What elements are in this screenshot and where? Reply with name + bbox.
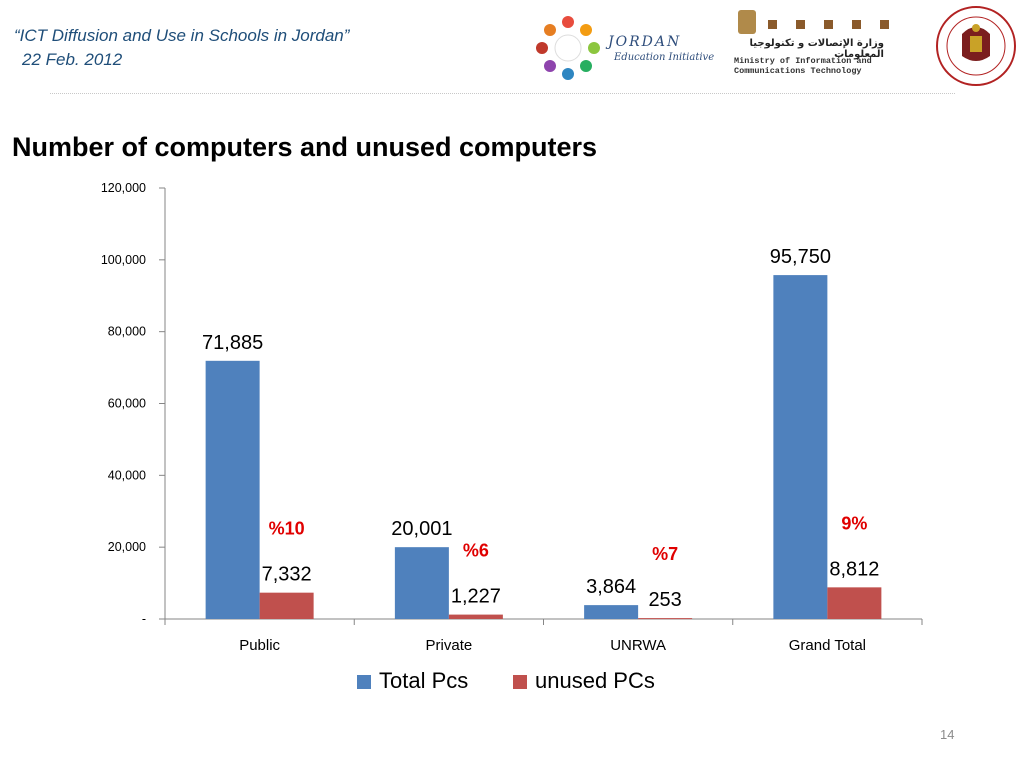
- data-label-unused: 253: [648, 589, 681, 611]
- presentation-date: 22 Feb. 2012: [22, 50, 123, 69]
- bar-unused-pcs: [638, 618, 693, 620]
- percent-label: 9%: [841, 513, 867, 533]
- bar-unused-pcs: [259, 592, 314, 619]
- bar-total-pcs: [205, 360, 260, 619]
- y-tick-label: 60,000: [108, 397, 146, 411]
- ministry-english-name: Ministry of Information and Communicatio…: [734, 56, 872, 76]
- y-tick-label: 80,000: [108, 325, 146, 339]
- y-tick-label: -: [142, 612, 146, 626]
- page-number: 14: [940, 727, 955, 742]
- x-category-label: Private: [426, 637, 473, 654]
- data-label-total: 95,750: [770, 246, 831, 268]
- y-tick-label: 100,000: [101, 253, 146, 267]
- legend-swatch-unused-pcs: [513, 675, 527, 689]
- data-label-unused: 1,227: [451, 586, 501, 608]
- bar-unused-pcs: [448, 614, 503, 619]
- jei-logo-subtitle: Education Initiative: [614, 52, 715, 63]
- x-category-label: Grand Total: [789, 637, 866, 654]
- legend-swatch-total-pcs: [357, 675, 371, 689]
- data-label-total: 20,001: [391, 518, 452, 540]
- x-category-label: Public: [239, 637, 280, 654]
- bar-total-pcs: [394, 547, 449, 619]
- data-label-total: 71,885: [202, 332, 263, 354]
- data-label-total: 3,864: [586, 576, 636, 598]
- ministry-of-education-emblem: [934, 4, 1018, 88]
- presentation-title-text: “ICT Diffusion and Use in Schools in Jor…: [14, 26, 350, 45]
- y-tick-label: 20,000: [108, 540, 146, 554]
- bar-unused-pcs: [827, 587, 882, 619]
- ministry-english-line-2: Communications Technology: [734, 66, 862, 76]
- header-divider: [50, 93, 955, 94]
- y-tick-label: 40,000: [108, 468, 146, 482]
- percent-label: %7: [652, 544, 678, 564]
- legend-label-unused-pcs: unused PCs: [535, 668, 655, 693]
- jordan-education-initiative-logo: JORDAN Education Initiative: [528, 10, 724, 86]
- presentation-title: “ICT Diffusion and Use in Schools in Jor…: [14, 24, 349, 72]
- ministry-english-line-1: Ministry of Information and: [734, 56, 872, 66]
- x-category-label: UNRWA: [610, 637, 666, 654]
- legend-label-total-pcs: Total Pcs: [379, 668, 468, 693]
- jei-ring-icon: [536, 16, 600, 80]
- ministry-crest-icon: [738, 10, 889, 34]
- percent-label: %10: [269, 519, 305, 539]
- emblem-icon: [936, 6, 1016, 86]
- slide-title: Number of computers and unused computers: [12, 132, 598, 162]
- bar-total-pcs: [773, 275, 828, 619]
- jei-logo-word: JORDAN: [608, 34, 682, 50]
- percent-label: %6: [463, 541, 489, 561]
- ministry-ict-logo: وزارة الإتصالات و تكنولوجيا المعلومات Mi…: [734, 8, 924, 78]
- y-tick-label: 120,000: [101, 181, 146, 195]
- ministry-arabic-name: وزارة الإتصالات و تكنولوجيا المعلومات: [749, 38, 884, 60]
- data-label-unused: 7,332: [262, 564, 312, 586]
- bar-total-pcs: [584, 605, 639, 619]
- data-label-unused: 8,812: [829, 558, 879, 580]
